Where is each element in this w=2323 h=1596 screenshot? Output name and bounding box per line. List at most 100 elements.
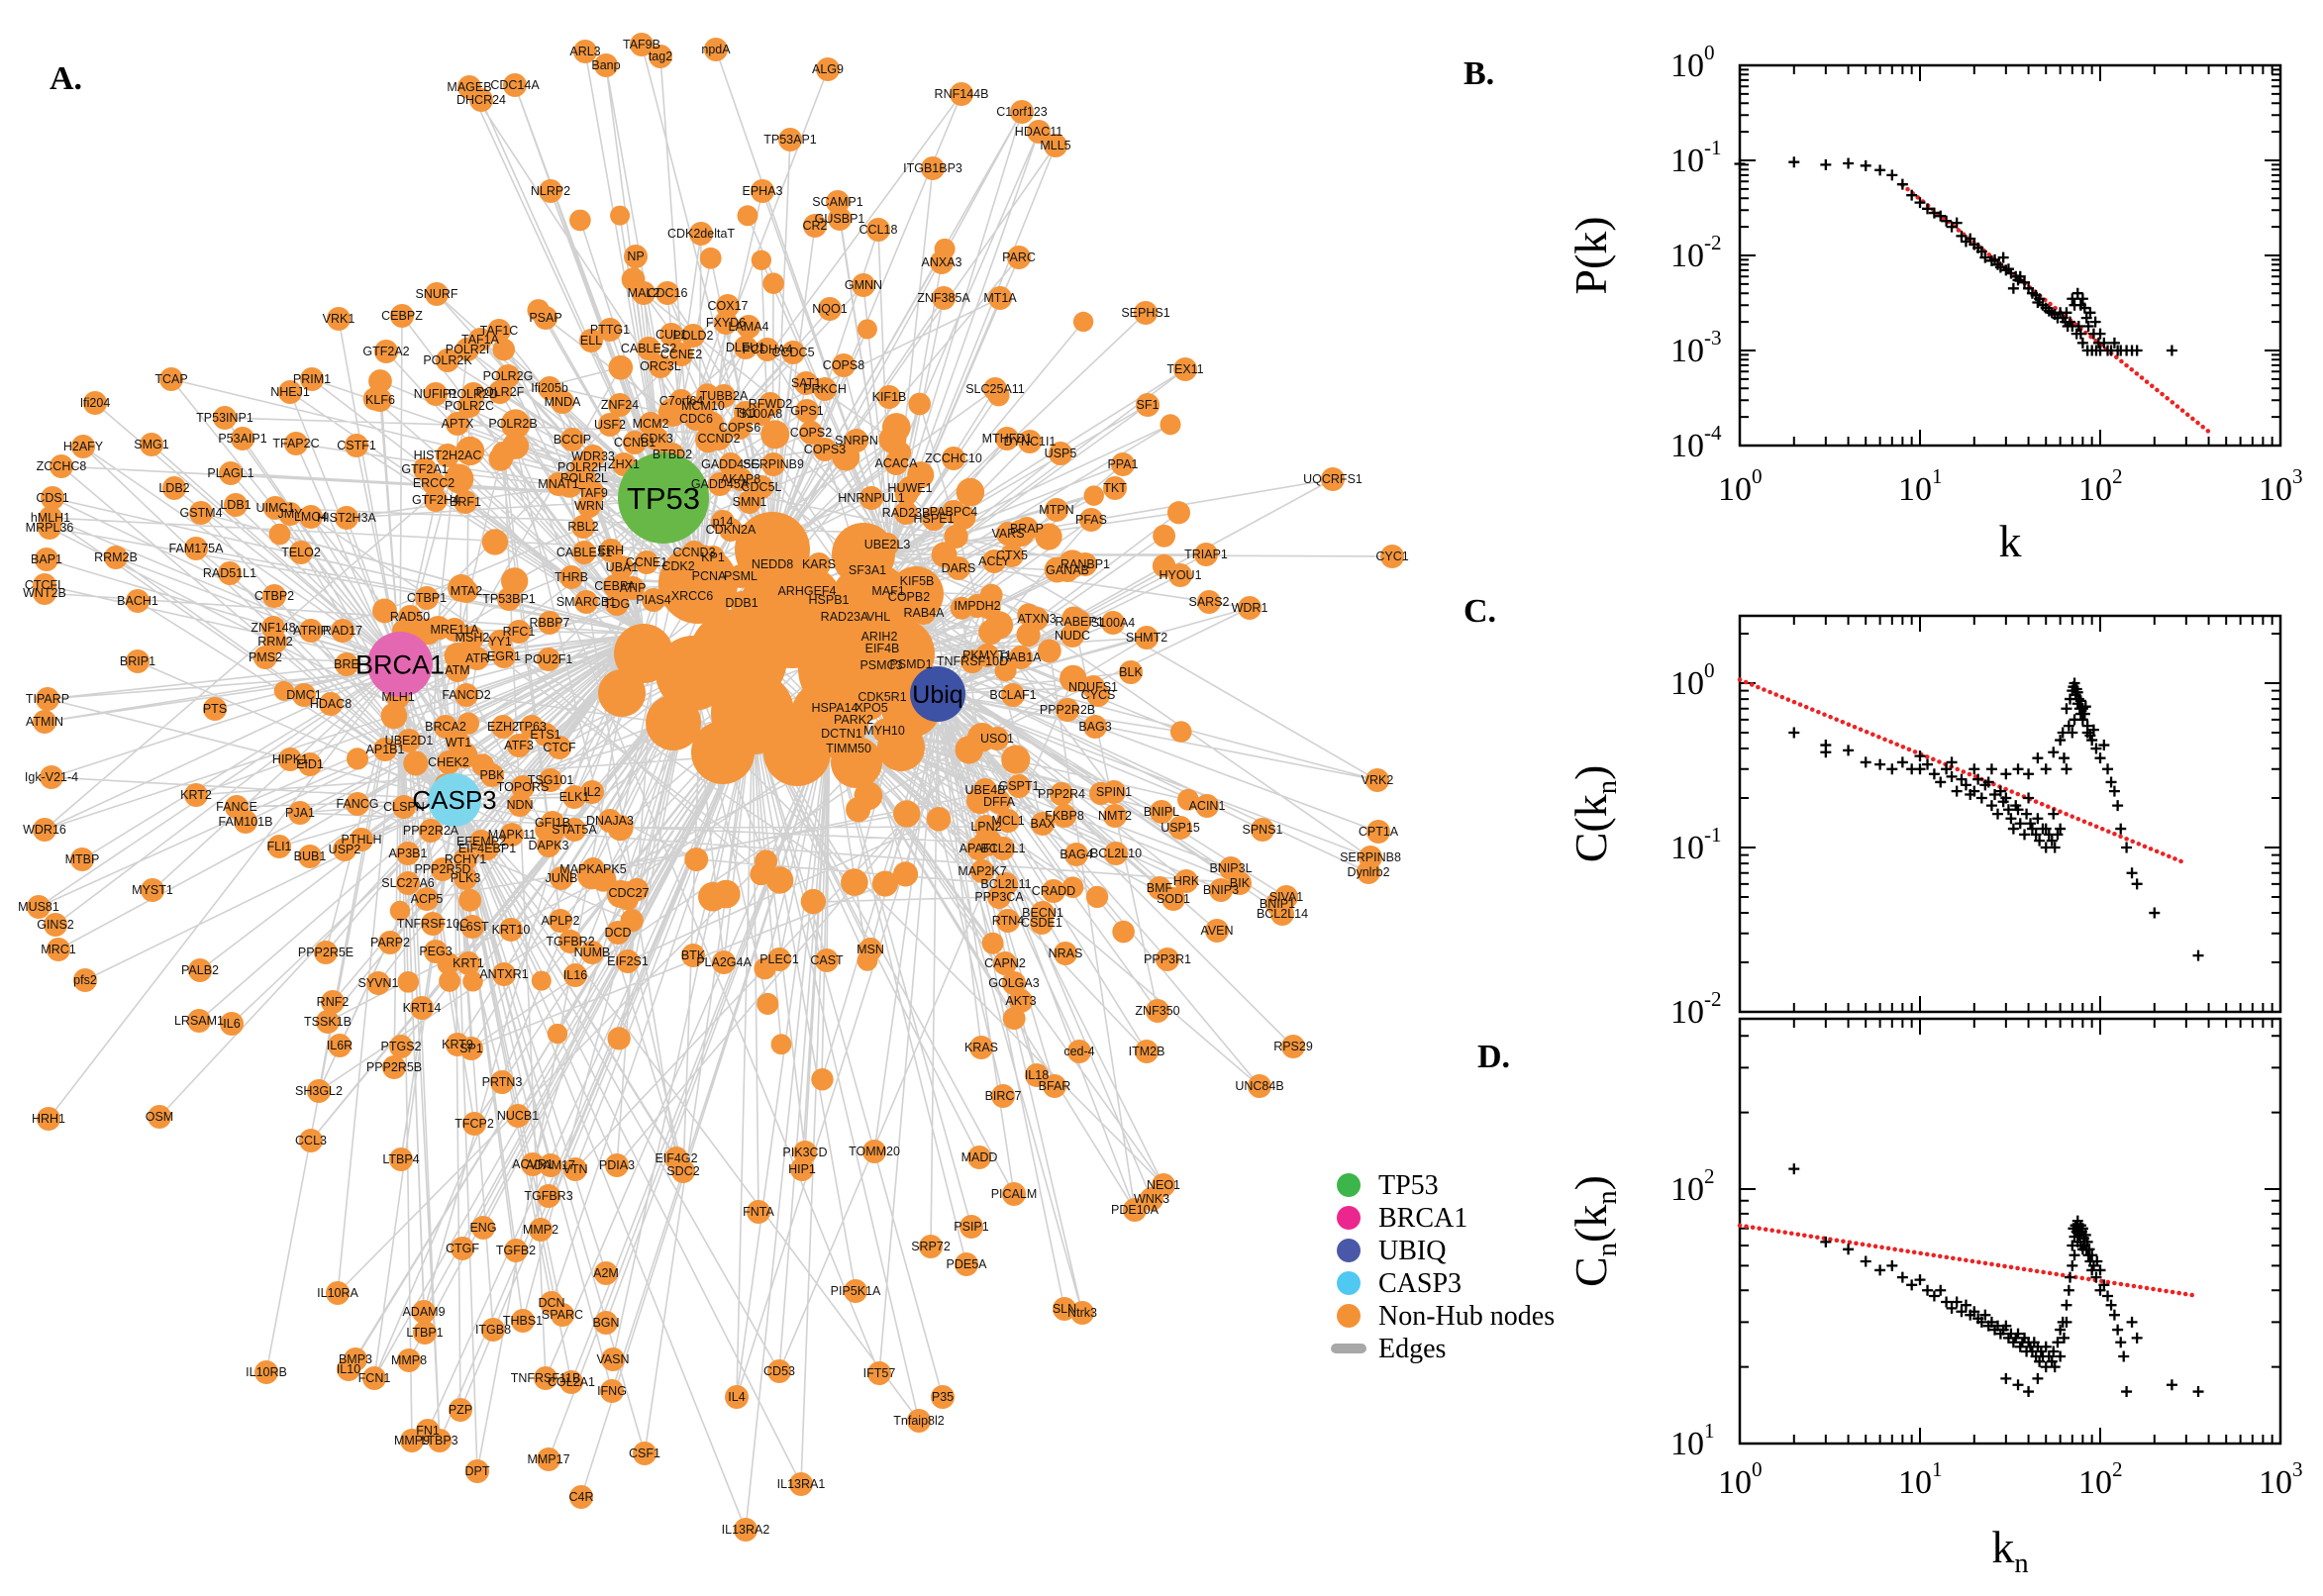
network-node — [823, 696, 847, 720]
network-node-label: PPP2R4 — [1038, 787, 1085, 801]
network-node — [1248, 1074, 1271, 1098]
network-node-label: COPS2 — [790, 426, 832, 440]
axis-ticks — [1739, 64, 2281, 447]
network-node — [1042, 879, 1065, 903]
network-node — [1174, 869, 1198, 893]
network-node-label: RABEP1 — [1055, 615, 1103, 629]
network-node — [659, 323, 683, 347]
network-node-label: ACACA — [874, 456, 918, 470]
network-node — [1103, 804, 1127, 828]
network-node-label: pfs2 — [73, 973, 97, 987]
network-node-label: TAF9 — [578, 486, 608, 500]
network-node-label: RAB4A — [904, 606, 946, 620]
network-node-label: SERPINB8 — [1340, 850, 1401, 864]
network-node — [1380, 545, 1404, 568]
network-node-label: CDK3 — [640, 432, 672, 446]
network-node-label: S100A8 — [739, 407, 783, 421]
network-node-label: ITGB8 — [475, 1323, 511, 1337]
network-node — [757, 992, 779, 1015]
network-node-label: BAG3 — [1078, 720, 1111, 734]
network-node — [300, 367, 324, 391]
network-node-label: KRT10 — [492, 923, 531, 937]
network-node — [521, 1152, 545, 1176]
network-node-label: ELL — [580, 334, 602, 348]
network-node — [985, 611, 1014, 640]
y-axis-tick-label: 101 — [1670, 1419, 1715, 1462]
network-node — [368, 388, 392, 412]
network-node — [159, 367, 183, 391]
network-node-label: NMT2 — [1098, 809, 1132, 823]
network-node-label: LTBP4 — [382, 1152, 419, 1166]
network-node-label: XRCC6 — [671, 589, 713, 603]
network-node — [624, 245, 648, 268]
network-node-label: PZP — [449, 1403, 472, 1417]
network-node-label: WDR16 — [23, 823, 66, 837]
network-node — [1050, 782, 1073, 806]
network-node — [712, 879, 741, 909]
network-node-label: WDR33 — [571, 449, 615, 463]
network-node-label: ACVR1 — [512, 1157, 554, 1171]
network-node — [415, 586, 439, 610]
network-node-label: RAD23B — [882, 506, 931, 520]
network-node-label: SERPINB9 — [743, 457, 804, 471]
network-node — [1321, 467, 1345, 491]
network-node-label: APAF1 — [960, 842, 998, 855]
network-node-label: TELO2 — [281, 546, 321, 559]
network-node — [872, 719, 896, 743]
network-node — [763, 719, 831, 786]
network-node — [991, 1084, 1015, 1108]
network-node — [981, 932, 1004, 954]
network-node — [950, 82, 973, 106]
network-node — [346, 792, 369, 816]
legend-item: TP53 — [1337, 1170, 1439, 1201]
network-node-label: KRAS — [964, 1041, 998, 1054]
network-node — [875, 533, 899, 556]
network-node — [734, 401, 758, 425]
network-node-label: TSG101 — [528, 773, 574, 787]
network-node-label: DDB1 — [725, 596, 758, 610]
network-node-label: HIST2H2AC — [414, 449, 482, 462]
network-node-label: DARS — [942, 561, 976, 575]
network-node — [697, 564, 721, 588]
network-node — [27, 895, 50, 919]
network-node — [1054, 942, 1077, 965]
network-node — [162, 476, 186, 500]
network-node-label: ENG — [469, 1221, 496, 1235]
network-node — [389, 900, 411, 922]
network-node — [434, 715, 457, 739]
network-node — [1010, 100, 1034, 124]
network-node — [397, 729, 421, 752]
network-node-label: CCNB1 — [614, 436, 656, 449]
network-node — [501, 412, 525, 436]
network-node-label: IL6ST — [455, 920, 489, 934]
network-node-label: UQCRFS1 — [1303, 472, 1363, 486]
network-node-label: GANAB — [1046, 563, 1089, 577]
network-node — [684, 848, 709, 872]
network-node-label: BRAP — [1010, 522, 1044, 536]
network-node — [326, 1281, 350, 1305]
network-node-label: COX17 — [708, 299, 749, 313]
network-node-label: SPNS1 — [1243, 823, 1283, 837]
network-node — [669, 389, 693, 413]
network-node-label: FANCG — [336, 797, 378, 811]
network-node — [884, 451, 908, 475]
network-node-label: CRADD — [1032, 884, 1075, 898]
network-node-label: IL4 — [728, 1390, 745, 1404]
network-node — [268, 523, 291, 546]
network-node — [446, 412, 469, 436]
network-node-label: VTN — [563, 1162, 588, 1176]
network-node-label: MYH10 — [863, 724, 905, 738]
network-node — [458, 888, 482, 912]
network-node — [346, 748, 369, 770]
network-node — [735, 512, 810, 587]
network-node — [534, 1366, 557, 1390]
network-node — [491, 715, 515, 739]
network-node — [141, 878, 164, 902]
network-node — [1037, 639, 1061, 663]
network-node — [987, 790, 1011, 814]
network-node-label: POLR2K — [423, 353, 472, 367]
network-node-label: KP1 — [701, 550, 725, 564]
network-node-label: RPS29 — [1273, 1040, 1313, 1053]
network-node — [213, 406, 237, 430]
network-node-label: A2M — [593, 1266, 619, 1280]
